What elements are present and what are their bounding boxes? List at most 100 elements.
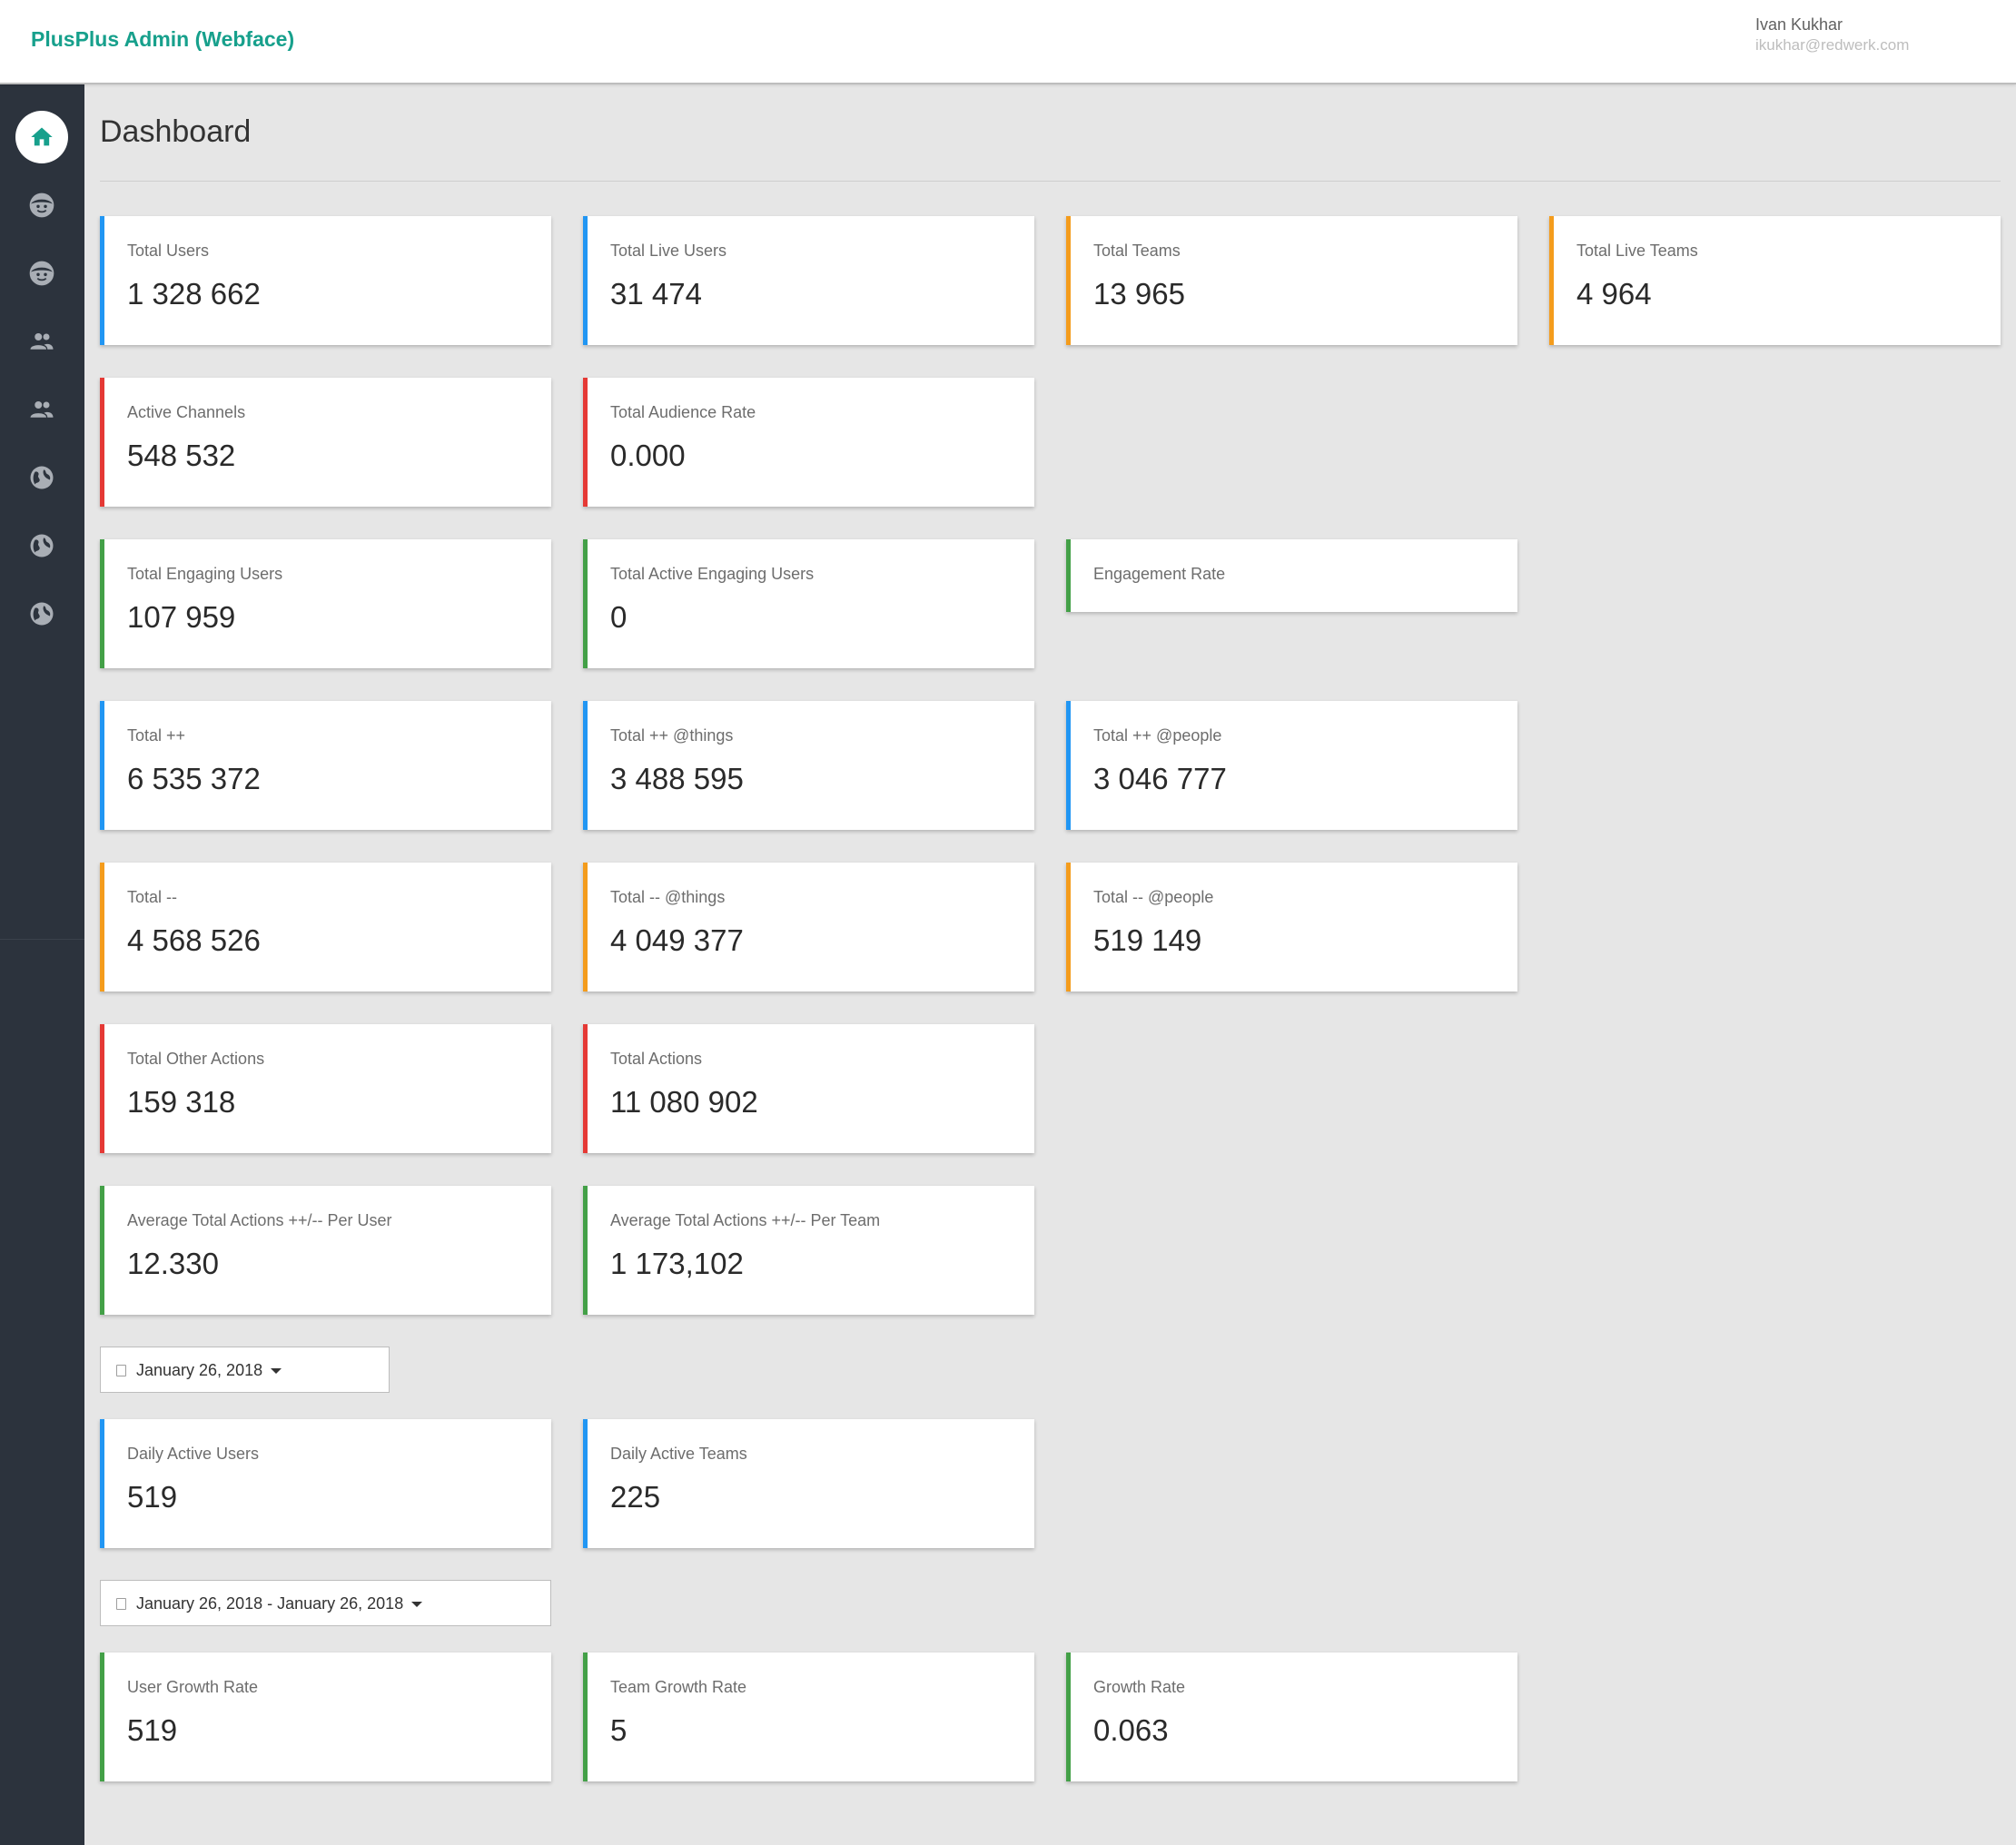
card-value: 12.330: [127, 1247, 219, 1280]
globe-icon: [30, 466, 54, 489]
card-value: 548 532: [127, 439, 236, 472]
card-value: 5: [610, 1713, 628, 1747]
sidebar-item-face-2[interactable]: [15, 247, 68, 300]
card-value: 6 535 372: [127, 762, 261, 795]
card-accent: [583, 1419, 588, 1548]
card-value: 13 965: [1093, 277, 1185, 311]
card-label: Total Audience Rate: [610, 403, 756, 421]
card-accent: [1066, 1653, 1071, 1781]
date-range-value: January 26, 2018 - January 26, 2018: [136, 1594, 404, 1613]
app-brand[interactable]: PlusPlus Admin (Webface): [31, 27, 295, 51]
card-label: Total Active Engaging Users: [610, 565, 815, 583]
card-value: 0.000: [610, 439, 686, 472]
date-picker-value: January 26, 2018: [136, 1361, 263, 1379]
people-icon: [30, 401, 54, 418]
stat-card-engagement-rate: Engagement Rate: [1066, 539, 1517, 612]
card-value: 3 488 595: [610, 762, 744, 795]
card-value: 31 474: [610, 277, 702, 311]
card-value: 1 328 662: [127, 277, 261, 311]
main-content: Dashboard Total Users 1 328 662 Total Li…: [84, 84, 2016, 1845]
caret-down-icon: [411, 1602, 423, 1608]
stat-card-total-minus: Total -- 4 568 526: [100, 863, 551, 992]
sidebar-item-globe-1[interactable]: [15, 451, 68, 504]
card-value: 519 149: [1093, 923, 1202, 957]
stat-card-total-other-actions: Total Other Actions 159 318: [100, 1024, 551, 1153]
card-label: Total Actions: [610, 1050, 703, 1068]
user-email: ikukhar@redwerk.com: [1755, 36, 1910, 54]
card-label: Active Channels: [127, 403, 246, 421]
card-accent: [1066, 539, 1071, 612]
card-label: Team Growth Rate: [610, 1678, 747, 1696]
stat-card-team-growth-rate: Team Growth Rate 5: [583, 1653, 1034, 1781]
card-accent: [583, 863, 588, 992]
stat-card-total-plus: Total ++ 6 535 372: [100, 701, 551, 830]
stat-card-total-actions: Total Actions 11 080 902: [583, 1024, 1034, 1153]
sidebar-item-globe-3[interactable]: [15, 587, 68, 640]
date-range-picker[interactable]: January 26, 2018 - January 26, 2018: [100, 1580, 551, 1626]
card-accent: [1066, 216, 1071, 345]
card-accent: [100, 1024, 104, 1153]
card-value: 107 959: [127, 600, 236, 634]
user-name[interactable]: Ivan Kukhar: [1755, 15, 1843, 34]
sidebar-item-face-1[interactable]: [15, 179, 68, 232]
card-label: Daily Active Users: [127, 1445, 260, 1463]
stat-card-total-engaging-users: Total Engaging Users 107 959: [100, 539, 551, 668]
globe-icon: [30, 602, 54, 626]
sidebar-item-globe-2[interactable]: [15, 519, 68, 572]
card-value: 3 046 777: [1093, 762, 1227, 795]
card-label: Total Live Users: [610, 242, 727, 260]
sidebar-item-people-1[interactable]: [15, 315, 68, 368]
card-value: 0: [610, 600, 628, 634]
card-accent: [100, 701, 104, 830]
card-label: Total ++ @people: [1093, 726, 1222, 745]
card-accent: [583, 701, 588, 830]
date-picker[interactable]: January 26, 2018: [100, 1347, 390, 1393]
home-icon: [31, 127, 53, 146]
stat-card-total-teams: Total Teams 13 965: [1066, 216, 1517, 345]
card-value: 4 049 377: [610, 923, 744, 957]
card-value: 4 568 526: [127, 923, 261, 957]
card-label: Total Live Teams: [1576, 242, 1698, 260]
card-label: User Growth Rate: [127, 1678, 259, 1696]
card-value: 519: [127, 1480, 178, 1514]
card-accent: [100, 1653, 104, 1781]
sidebar-item-dashboard[interactable]: [15, 111, 68, 163]
sidebar-item-people-2[interactable]: [15, 383, 68, 436]
stat-card-avg-actions-per-user: Average Total Actions ++/-- Per User 12.…: [100, 1186, 551, 1315]
card-accent: [100, 863, 104, 992]
card-value: 225: [610, 1480, 661, 1514]
card-label: Total Teams: [1093, 242, 1181, 260]
card-label: Total -- @things: [610, 888, 726, 906]
stat-card-total-plus-things: Total ++ @things 3 488 595: [583, 701, 1034, 830]
card-value: 519: [127, 1713, 178, 1747]
page-title: Dashboard: [100, 114, 252, 149]
card-label: Engagement Rate: [1093, 565, 1226, 583]
sidebar-divider: [0, 939, 84, 940]
card-accent: [100, 1186, 104, 1315]
stat-card-daily-active-teams: Daily Active Teams 225: [583, 1419, 1034, 1548]
card-accent: [1066, 701, 1071, 830]
stat-card-user-growth-rate: User Growth Rate 519: [100, 1653, 551, 1781]
stat-card-growth-rate: Growth Rate 0.063: [1066, 1653, 1517, 1781]
stat-card-total-users: Total Users 1 328 662: [100, 216, 551, 345]
stat-card-total-minus-people: Total -- @people 519 149: [1066, 863, 1517, 992]
card-value: 1 173,102: [610, 1247, 744, 1280]
stat-card-daily-active-users: Daily Active Users 519: [100, 1419, 551, 1548]
card-value: 159 318: [127, 1085, 236, 1119]
card-accent: [100, 216, 104, 345]
stat-card-avg-actions-per-team: Average Total Actions ++/-- Per Team 1 1…: [583, 1186, 1034, 1315]
card-label: Growth Rate: [1093, 1678, 1186, 1696]
calendar-icon: [116, 1365, 126, 1376]
face-icon: [29, 192, 54, 218]
card-label: Average Total Actions ++/-- Per Team: [610, 1211, 881, 1229]
stat-card-total-minus-things: Total -- @things 4 049 377: [583, 863, 1034, 992]
card-accent: [1549, 216, 1554, 345]
card-label: Total Engaging Users: [127, 565, 283, 583]
top-bar: PlusPlus Admin (Webface) Ivan Kukhar iku…: [0, 0, 2016, 84]
card-accent: [583, 1186, 588, 1315]
card-label: Total -- @people: [1093, 888, 1214, 906]
card-accent: [583, 1024, 588, 1153]
stat-card-active-channels: Active Channels 548 532: [100, 378, 551, 507]
stat-card-total-live-users: Total Live Users 31 474: [583, 216, 1034, 345]
card-accent: [583, 378, 588, 507]
